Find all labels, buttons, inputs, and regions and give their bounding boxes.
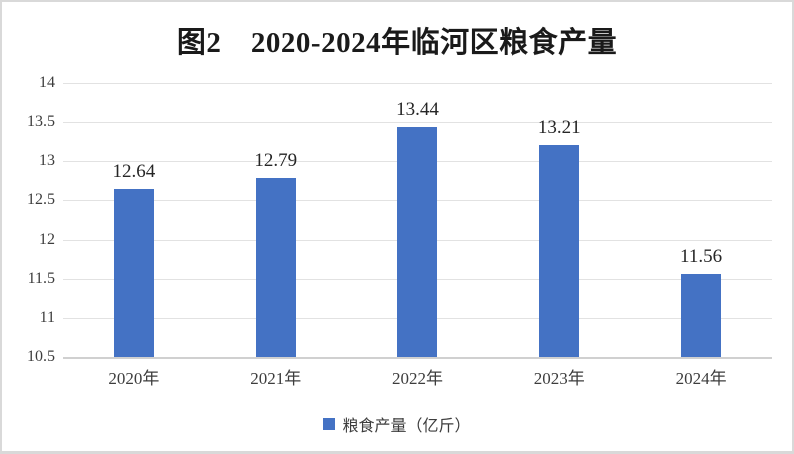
- bar-value-label: 12.64: [112, 161, 156, 183]
- gridline: [63, 122, 772, 124]
- bar-slot: 12.64: [63, 83, 205, 358]
- bar: [539, 144, 580, 357]
- bar-value-label: 13.44: [396, 98, 439, 120]
- y-tick-label: 11.5: [27, 269, 55, 287]
- bar-slot: 13.44: [347, 83, 489, 358]
- bar-value-label: 12.79: [254, 149, 298, 171]
- bar: [397, 126, 438, 357]
- legend-swatch-icon: [323, 418, 336, 430]
- bar-value-label: 13.21: [537, 116, 581, 138]
- y-tick-label: 10.5: [27, 348, 55, 365]
- y-tick-label: 13.5: [27, 113, 55, 131]
- bar: [681, 274, 722, 357]
- x-tick-label: 2022年: [391, 369, 443, 388]
- bar: [113, 189, 154, 357]
- bar: [255, 177, 296, 357]
- x-tick-label: 2023年: [533, 369, 585, 388]
- x-tick-label: 2024年: [675, 369, 727, 388]
- x-tick-label: 2021年: [250, 369, 302, 388]
- y-tick-label: 12.5: [27, 191, 55, 209]
- bar-slot: 11.56: [630, 83, 772, 358]
- x-axis-line: [63, 357, 772, 359]
- y-axis-labels: 14 13.5 13 12.5 12 11.5 11 10.5: [8, 74, 55, 365]
- legend-label: 粮食产量（亿斤）: [342, 418, 471, 435]
- legend: 粮食产量（亿斤）: [2, 412, 792, 436]
- plot-area: 12.64 12.79 13.44 13.21 11.56: [63, 83, 772, 359]
- x-tick-label: 2020年: [108, 369, 160, 388]
- bars-layer: 12.64 12.79 13.44 13.21 11.56: [63, 83, 772, 358]
- y-tick-label: 14: [39, 74, 55, 91]
- gridline: [63, 83, 772, 84]
- chart-title: 图2 2020-2024年临河区粮食产量: [176, 27, 618, 59]
- bar-value-label: 11.56: [680, 246, 723, 268]
- x-axis-labels: 2020年 2021年 2022年 2023年 2024年: [63, 368, 772, 390]
- y-tick-label: 13: [39, 152, 55, 170]
- bar-slot: 13.21: [488, 83, 630, 358]
- y-tick-label: 11: [39, 308, 55, 326]
- bar-slot: 12.79: [205, 83, 347, 358]
- y-tick-label: 12: [39, 230, 55, 248]
